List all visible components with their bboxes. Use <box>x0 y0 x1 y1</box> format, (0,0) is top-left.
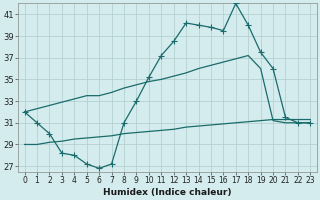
X-axis label: Humidex (Indice chaleur): Humidex (Indice chaleur) <box>103 188 232 197</box>
